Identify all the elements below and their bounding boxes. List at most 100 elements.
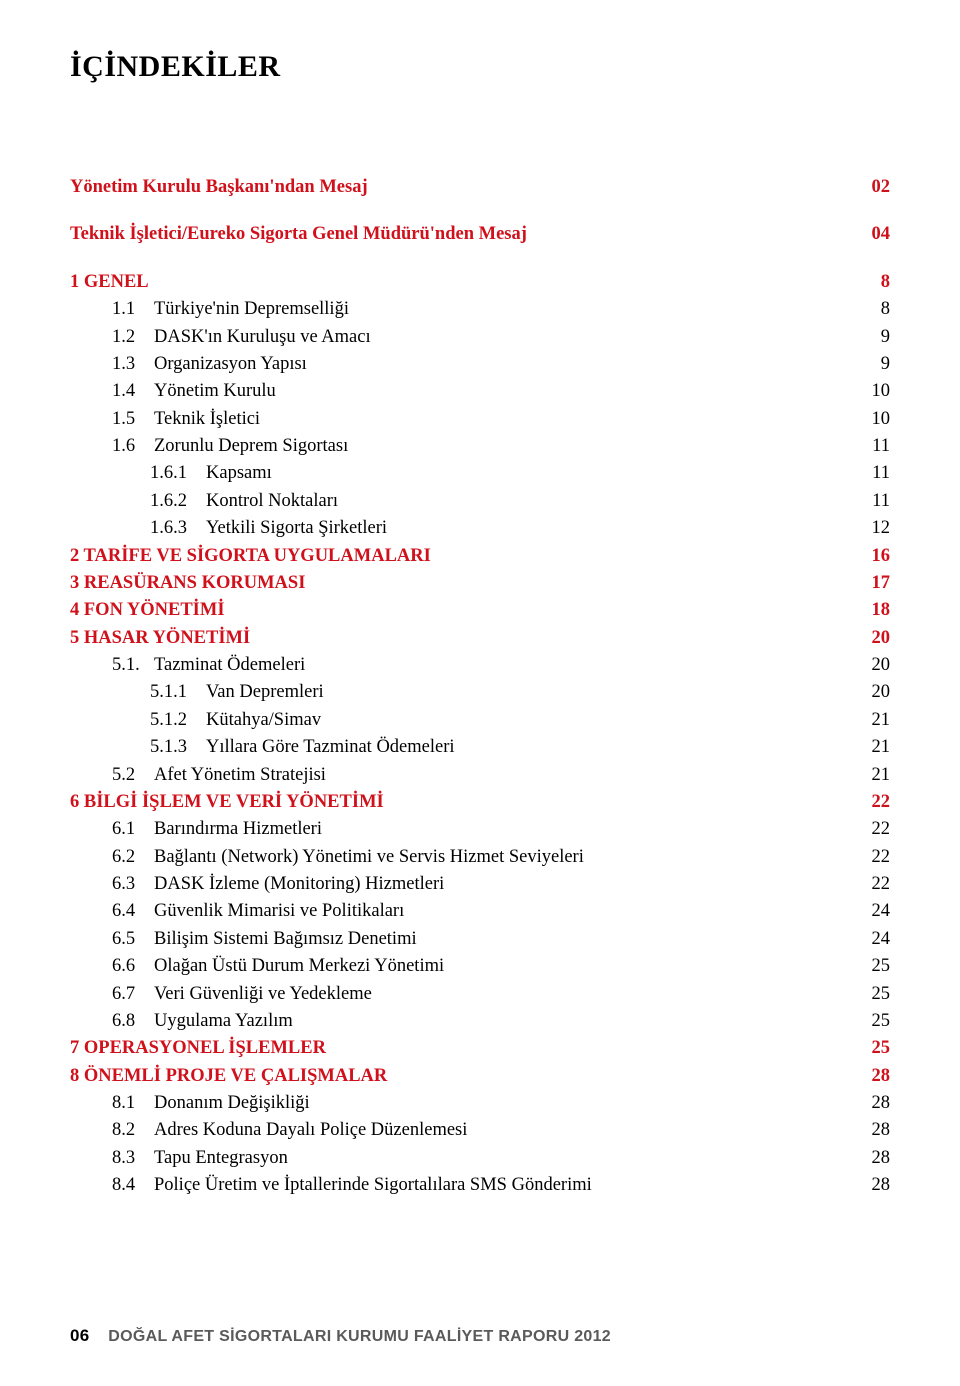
toc-entry-page: 24 <box>850 926 890 953</box>
toc-entry-label: 6.1Barındırma Hizmetleri <box>70 816 850 843</box>
toc-entry-label: 4 FON YÖNETİMİ <box>70 597 850 624</box>
toc-entry-text: Van Depremleri <box>206 682 324 702</box>
toc-entry-text: Yönetim Kurulu <box>154 381 276 401</box>
toc-entry: 1.5Teknik İşletici10 <box>70 406 890 433</box>
toc-entry-page: 25 <box>850 953 890 980</box>
toc-entry: 5.1.Tazminat Ödemeleri20 <box>70 652 890 679</box>
page-title: İÇİNDEKİLER <box>70 50 890 84</box>
toc-entry: 7 OPERASYONEL İŞLEMLER25 <box>70 1035 890 1062</box>
toc-entry-page: 02 <box>850 174 890 201</box>
toc-entry: 8.1Donanım Değişikliği28 <box>70 1090 890 1117</box>
toc-entry: 1.2DASK'ın Kuruluşu ve Amacı 9 <box>70 324 890 351</box>
toc-entry-text: Barındırma Hizmetleri <box>154 819 322 839</box>
toc-entry-text: Bağlantı (Network) Yönetimi ve Servis Hi… <box>154 847 584 867</box>
toc-entry-page: 8 <box>850 296 890 323</box>
toc-entry: 8.3Tapu Entegrasyon28 <box>70 1145 890 1172</box>
toc-entry-text: Poliçe Üretim ve İptallerinde Sigortalıl… <box>154 1175 592 1195</box>
toc-entry: 4 FON YÖNETİMİ18 <box>70 597 890 624</box>
toc-entry-page: 11 <box>850 433 890 460</box>
toc-entry-page: 21 <box>850 707 890 734</box>
toc-entry: 1.3Organizasyon Yapısı9 <box>70 351 890 378</box>
toc-entry: 6.6Olağan Üstü Durum Merkezi Yönetimi25 <box>70 953 890 980</box>
toc-entry-label: 1.6Zorunlu Deprem Sigortası <box>70 433 850 460</box>
toc-entry: Yönetim Kurulu Başkanı'ndan Mesaj02 <box>70 174 890 201</box>
toc-entry-page: 9 <box>850 324 890 351</box>
toc-entry: 2 TARİFE VE SİGORTA UYGULAMALARI16 <box>70 543 890 570</box>
toc-entry-text: Bilişim Sistemi Bağımsız Denetimi <box>154 929 417 949</box>
toc-entry-label: 8.4Poliçe Üretim ve İptallerinde Sigorta… <box>70 1172 850 1199</box>
toc-entry-label: 5.2Afet Yönetim Stratejisi <box>70 762 850 789</box>
toc-entry-label: 3 REASÜRANS KORUMASI <box>70 570 850 597</box>
toc-entry: 8 ÖNEMLİ PROJE VE ÇALIŞMALAR28 <box>70 1063 890 1090</box>
toc-entry-number: 6.8 <box>112 1008 154 1035</box>
toc-entry-label: 6.6Olağan Üstü Durum Merkezi Yönetimi <box>70 953 850 980</box>
toc-entry-number: 6.5 <box>112 926 154 953</box>
toc-entry-page: 22 <box>850 871 890 898</box>
toc-entry-number: 1.1 <box>112 296 154 323</box>
toc-entry-page: 20 <box>850 652 890 679</box>
footer: 06 DOĞAL AFET SİGORTALARI KURUMU FAALİYE… <box>70 1326 611 1346</box>
toc-entry-page: 24 <box>850 898 890 925</box>
toc-entry: 6.4Güvenlik Mimarisi ve Politikaları 24 <box>70 898 890 925</box>
toc-entry-text: Güvenlik Mimarisi ve Politikaları <box>154 901 404 921</box>
footer-page-number: 06 <box>70 1326 90 1345</box>
toc-entry-label: 5.1.Tazminat Ödemeleri <box>70 652 850 679</box>
toc-entry-text: Tapu Entegrasyon <box>154 1148 288 1168</box>
toc-entry-text: Olağan Üstü Durum Merkezi Yönetimi <box>154 956 444 976</box>
toc-entry-label: 5.1.3Yıllara Göre Tazminat Ödemeleri <box>70 734 850 761</box>
toc-entry-text: Yetkili Sigorta Şirketleri <box>206 518 387 538</box>
toc-entry-page: 11 <box>850 488 890 515</box>
toc-entry-number: 6.4 <box>112 898 154 925</box>
toc-entry-text: Kütahya/Simav <box>206 710 321 730</box>
toc-entry-text: Yıllara Göre Tazminat Ödemeleri <box>206 737 455 757</box>
toc-entry-page: 22 <box>850 789 890 816</box>
toc-entry-text: Teknik İşletici <box>154 409 260 429</box>
toc-entry: 5.2Afet Yönetim Stratejisi21 <box>70 762 890 789</box>
toc-entry-page: 10 <box>850 378 890 405</box>
toc-entry: 6.5Bilişim Sistemi Bağımsız Denetimi24 <box>70 926 890 953</box>
toc-entry-text: Kontrol Noktaları <box>206 491 338 511</box>
toc-entry-text: DASK'ın Kuruluşu ve Amacı <box>154 327 371 347</box>
toc-entry: 6.3DASK İzleme (Monitoring) Hizmetleri22 <box>70 871 890 898</box>
toc-entry: 3 REASÜRANS KORUMASI17 <box>70 570 890 597</box>
toc-entry-text: Türkiye'nin Depremselliği <box>154 299 349 319</box>
toc-entry-page: 11 <box>850 460 890 487</box>
toc-entry-label: 8.3Tapu Entegrasyon <box>70 1145 850 1172</box>
toc-entry-label: 1.6.1Kapsamı <box>70 460 850 487</box>
toc-entry-text: Afet Yönetim Stratejisi <box>154 765 326 785</box>
toc-entry-number: 6.2 <box>112 844 154 871</box>
toc-entry-text: Tazminat Ödemeleri <box>154 655 305 675</box>
toc-entry-page: 22 <box>850 816 890 843</box>
toc-entry-label: 6.3DASK İzleme (Monitoring) Hizmetleri <box>70 871 850 898</box>
toc-entry-page: 9 <box>850 351 890 378</box>
toc-entry: 8.2Adres Koduna Dayalı Poliçe Düzenlemes… <box>70 1117 890 1144</box>
toc-entry-label: 8 ÖNEMLİ PROJE VE ÇALIŞMALAR <box>70 1063 850 1090</box>
toc-entry-page: 04 <box>850 221 890 248</box>
toc-entry-text: Veri Güvenliği ve Yedekleme <box>154 984 372 1004</box>
toc-entry-page: 25 <box>850 981 890 1008</box>
toc-entry-page: 28 <box>850 1145 890 1172</box>
toc-entry-page: 22 <box>850 844 890 871</box>
toc-entry-label: 1.4Yönetim Kurulu <box>70 378 850 405</box>
toc-entry-label: 6.5Bilişim Sistemi Bağımsız Denetimi <box>70 926 850 953</box>
toc-entry: 1 GENEL8 <box>70 269 890 296</box>
toc-entry-number: 1.6.2 <box>150 488 206 515</box>
toc-entry-number: 8.1 <box>112 1090 154 1117</box>
toc-entry-page: 25 <box>850 1035 890 1062</box>
toc-entry-text: Adres Koduna Dayalı Poliçe Düzenlemesi <box>154 1120 467 1140</box>
toc-entry-label: Yönetim Kurulu Başkanı'ndan Mesaj <box>70 174 850 201</box>
toc-entry-page: 28 <box>850 1172 890 1199</box>
page: İÇİNDEKİLER Yönetim Kurulu Başkanı'ndan … <box>0 0 960 1386</box>
toc-entry-page: 20 <box>850 625 890 652</box>
toc-entry-number: 5.1.1 <box>150 679 206 706</box>
toc-entry-label: 7 OPERASYONEL İŞLEMLER <box>70 1035 850 1062</box>
toc-entry-number: 1.6.3 <box>150 515 206 542</box>
toc-entry-label: 6.8Uygulama Yazılım <box>70 1008 850 1035</box>
toc-entry: 5 HASAR YÖNETİMİ20 <box>70 625 890 652</box>
toc-entry: 6.8Uygulama Yazılım25 <box>70 1008 890 1035</box>
toc-entry-page: 21 <box>850 734 890 761</box>
toc-entry-text: Organizasyon Yapısı <box>154 354 307 374</box>
toc-entry-number: 8.2 <box>112 1117 154 1144</box>
toc-entry-page: 18 <box>850 597 890 624</box>
toc-entry-number: 1.2 <box>112 324 154 351</box>
